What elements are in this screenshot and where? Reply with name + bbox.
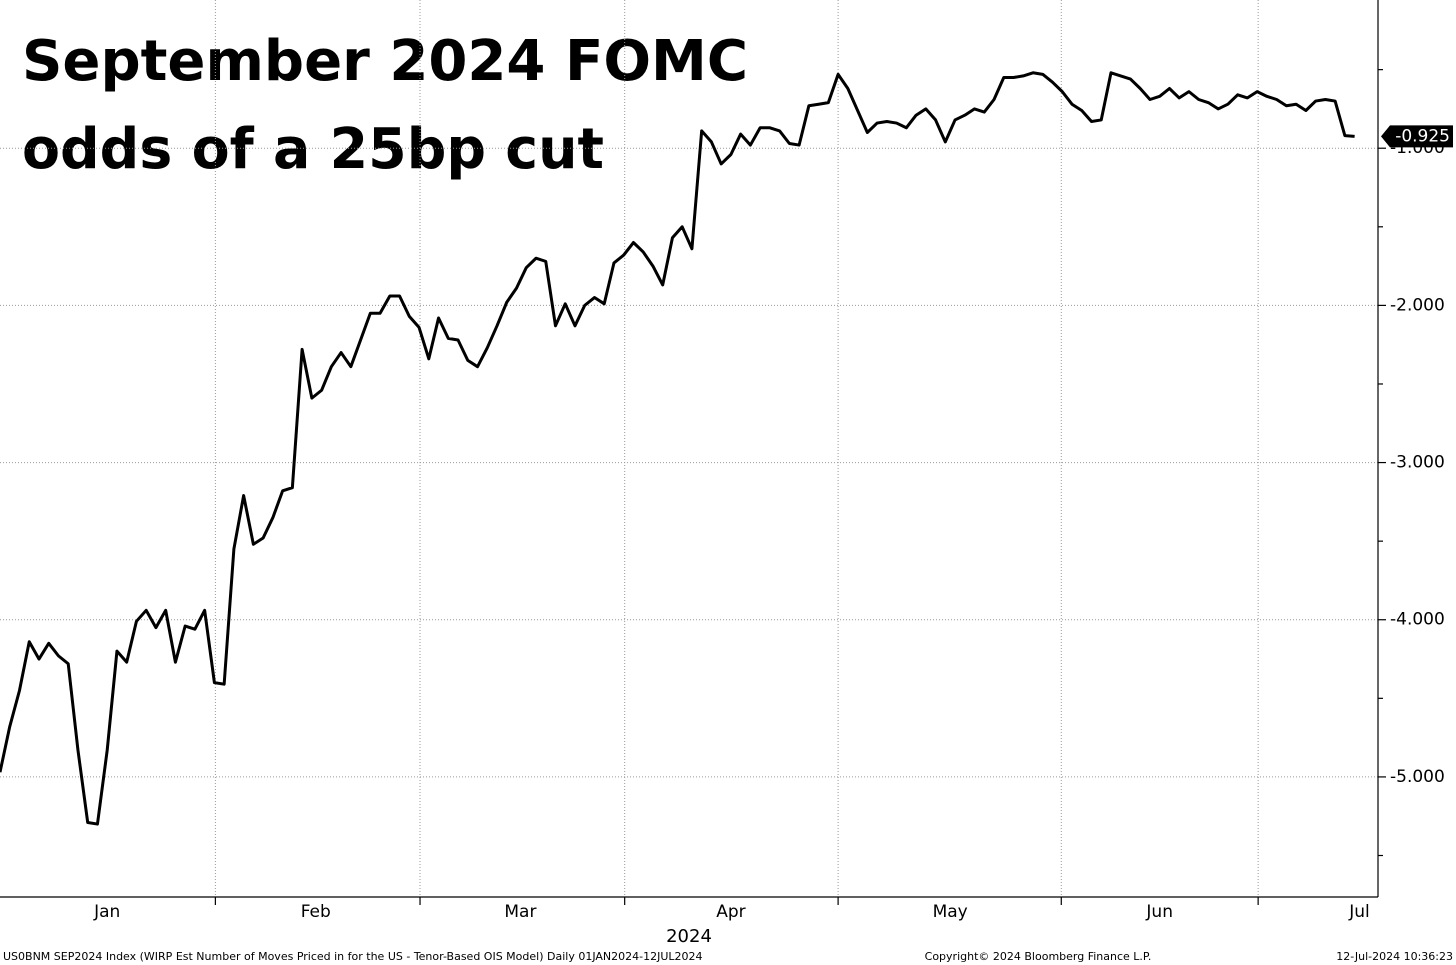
footer-source: US0BNM SEP2024 Index (WIRP Est Number of… bbox=[3, 950, 703, 963]
y-tick-label: -5.000 bbox=[1390, 767, 1445, 787]
x-tick-label: Jul bbox=[1348, 902, 1370, 922]
x-tick-label: Apr bbox=[716, 902, 745, 922]
x-axis-label: 2024 bbox=[666, 926, 712, 947]
y-tick-label: -3.000 bbox=[1390, 453, 1445, 473]
last-value-box bbox=[1381, 125, 1453, 148]
chart-title: September 2024 FOMC bbox=[22, 29, 748, 94]
x-tick-label: May bbox=[933, 902, 968, 922]
footer-copyright: Copyright© 2024 Bloomberg Finance L.P. bbox=[925, 950, 1152, 963]
last-value-label: -0.925 bbox=[1395, 126, 1450, 146]
y-tick-label: -4.000 bbox=[1390, 610, 1445, 630]
footer-timestamp: 12-Jul-2024 10:36:23 bbox=[1336, 950, 1453, 963]
data-line bbox=[0, 71, 1355, 826]
x-tick-label: Feb bbox=[301, 902, 331, 922]
x-tick-label: Jun bbox=[1145, 902, 1173, 922]
x-tick-label: Jan bbox=[93, 902, 120, 922]
y-tick-label: -2.000 bbox=[1390, 295, 1445, 315]
chart-title: odds of a 25bp cut bbox=[22, 117, 604, 182]
x-tick-label: Mar bbox=[504, 902, 536, 922]
